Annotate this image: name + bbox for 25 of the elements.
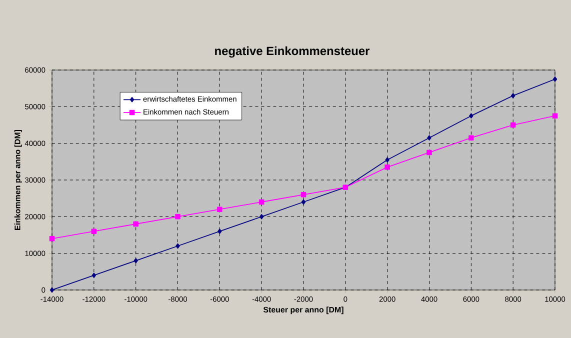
point [301,199,306,205]
point [552,76,558,82]
point [427,135,432,140]
point [134,258,138,264]
point [384,164,390,170]
point [217,206,222,212]
chart-title: negative Einkommensteuer [215,46,370,58]
point [300,192,306,198]
point [426,150,432,156]
point [133,221,138,227]
point [552,113,558,118]
point [50,287,54,293]
point [176,243,180,249]
point [92,272,96,278]
point [91,228,97,234]
point [258,199,264,205]
point [175,214,180,220]
point [510,122,516,128]
point [218,228,222,234]
point [469,113,474,118]
point [468,135,474,140]
point [510,93,516,98]
point [49,236,55,242]
point [259,214,264,220]
point [385,157,390,162]
